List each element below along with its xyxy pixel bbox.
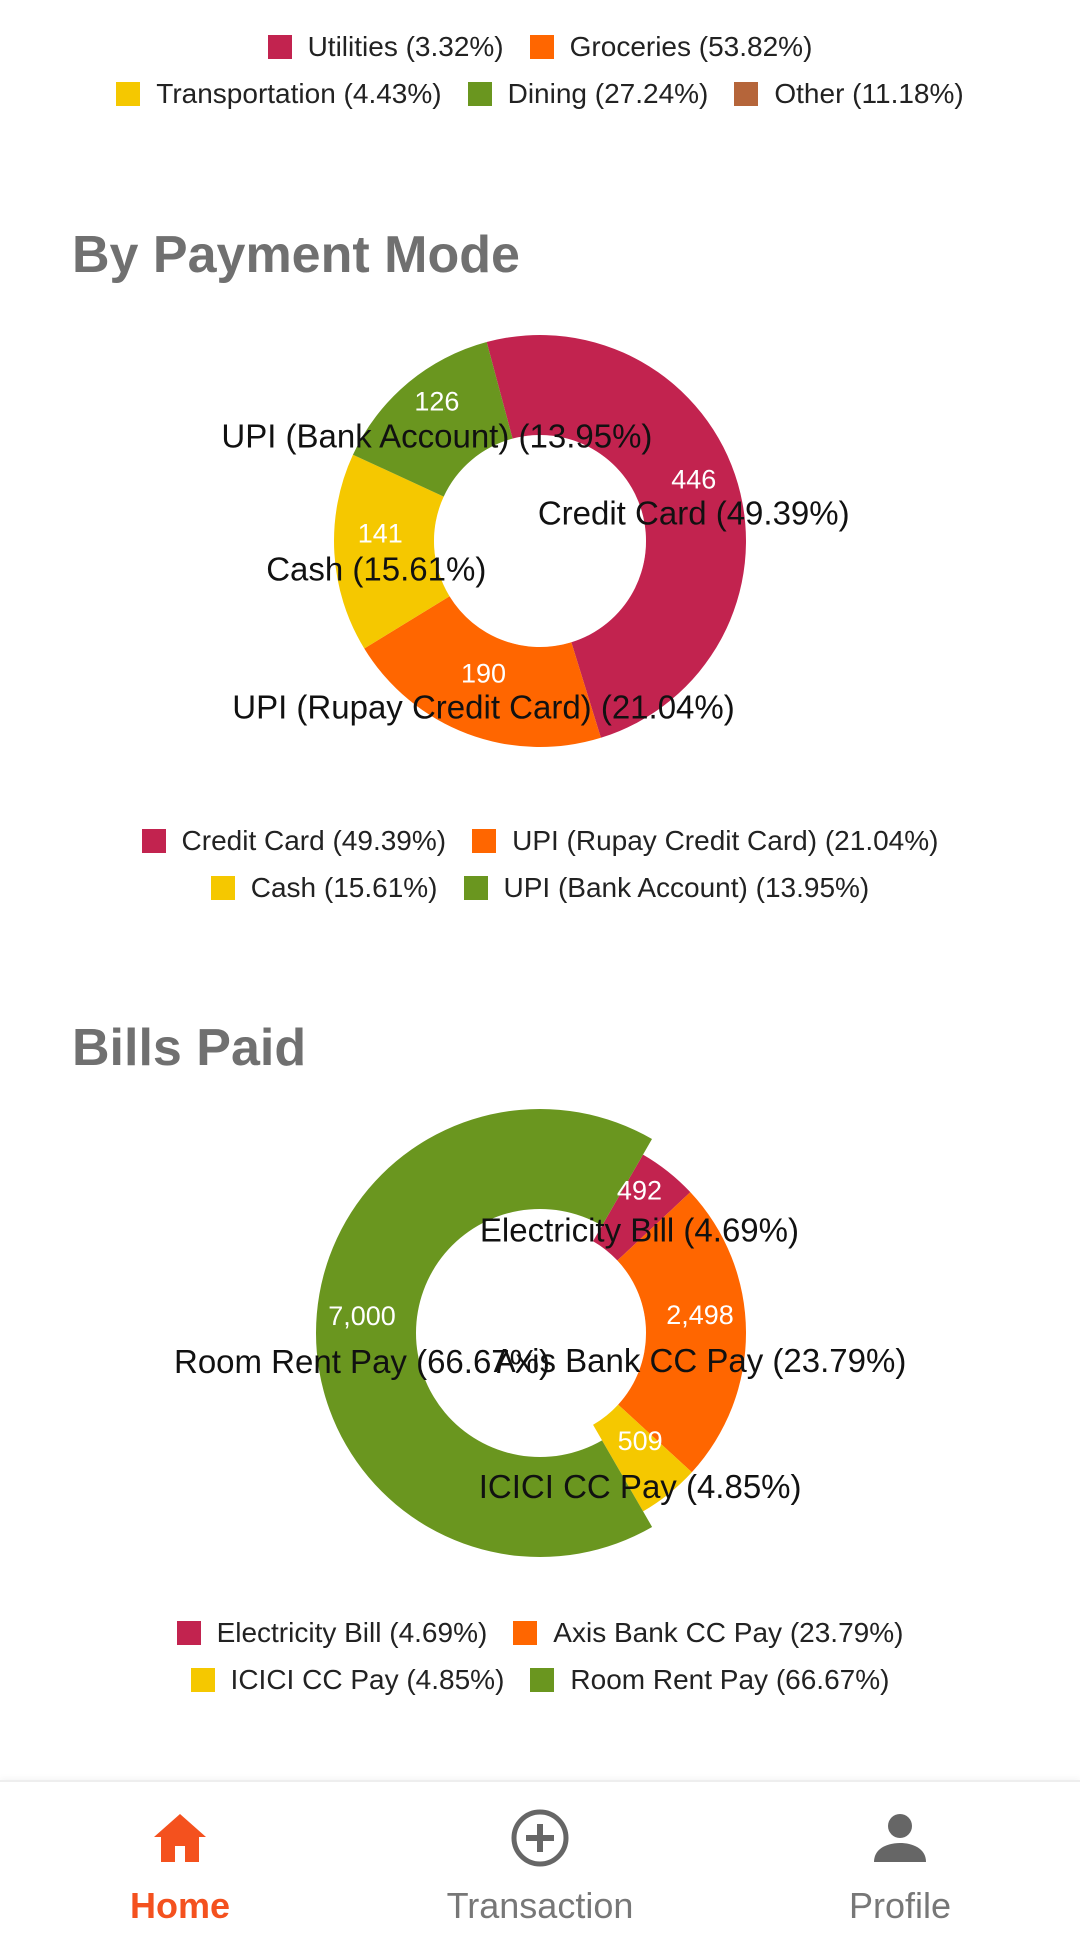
- legend-row: ICICI CC Pay (4.85%) Room Rent Pay (66.67…: [0, 1656, 1080, 1703]
- value-label: 126: [414, 387, 459, 417]
- legend-swatch: [141, 828, 166, 853]
- legend-label: Utilities (3.32%): [307, 30, 504, 62]
- legend-item-dining[interactable]: Dining (27.24%): [467, 77, 709, 110]
- nav-home-label: Home: [129, 1885, 231, 1926]
- percent-label: Cash (15.61%): [266, 550, 486, 587]
- legend-swatch: [210, 875, 235, 900]
- bills-paid-donut-chart[interactable]: 492 Electricity Bill (4.69%) 2,498 Axis Ban…: [0, 1090, 1080, 1590]
- legend-swatch: [734, 81, 759, 106]
- percent-label: UPI (Rupay Credit Card) (21.04%): [232, 689, 735, 726]
- value-label: 509: [618, 1426, 663, 1456]
- bottom-navigation: Home Transaction Profile: [0, 1780, 1080, 1941]
- legend-swatch: [116, 81, 141, 106]
- legend-item-groceries[interactable]: Groceries (53.82%): [529, 30, 813, 63]
- donut-inner-ring: [434, 1227, 646, 1439]
- legend-swatch: [190, 1667, 215, 1692]
- donut-inner-ring: [434, 435, 646, 647]
- value-label: 141: [358, 518, 403, 548]
- person-icon: [874, 1814, 926, 1862]
- category-legend: Utilities (3.32%) Groceries (53.82%) Tra…: [0, 23, 1080, 117]
- legend-swatch: [530, 1667, 555, 1692]
- percent-label: UPI (Bank Account) (13.95%): [221, 418, 652, 455]
- value-label: 190: [461, 659, 506, 689]
- legend-label: Dining (27.24%): [507, 77, 709, 109]
- slice-axis-bank-cc-pay[interactable]: [617, 1192, 746, 1473]
- legend-label: Cash (15.61%): [250, 871, 438, 903]
- legend-item-credit-card[interactable]: Credit Card (49.39%): [141, 824, 447, 857]
- slice-cash[interactable]: [333, 454, 450, 649]
- legend-swatch: [467, 81, 492, 106]
- legend-label: UPI (Rupay Credit Card) (21.04%): [512, 824, 939, 856]
- legend-row: Transportation (4.43%) Dining (27.24%) O…: [0, 70, 1080, 117]
- legend-item-icici-cc-pay[interactable]: ICICI CC Pay (4.85%): [190, 1663, 505, 1696]
- nav-home[interactable]: Home: [0, 1782, 360, 1941]
- legend-item-utilities[interactable]: Utilities (3.32%): [267, 30, 504, 63]
- legend-item-electricity-bill[interactable]: Electricity Bill (4.69%): [176, 1616, 488, 1649]
- slice-electricity-bill[interactable]: [593, 1154, 691, 1261]
- legend-label: ICICI CC Pay (4.85%): [230, 1663, 505, 1695]
- legend-item-cash[interactable]: Cash (15.61%): [210, 871, 438, 904]
- section-title-payment-mode: By Payment Mode: [72, 226, 520, 284]
- legend-swatch: [529, 34, 554, 59]
- legend-item-upi-bank-account[interactable]: UPI (Bank Account) (13.95%): [463, 871, 870, 904]
- slice-room-rent-pay[interactable]: [316, 1108, 653, 1557]
- slice-credit-card[interactable]: [486, 335, 746, 738]
- legend-row: Electricity Bill (4.69%) Axis Bank CC Pay…: [0, 1609, 1080, 1656]
- legend-label: UPI (Bank Account) (13.95%): [503, 871, 870, 903]
- legend-swatch: [463, 875, 488, 900]
- slice-icici-cc-pay[interactable]: [593, 1404, 692, 1512]
- legend-swatch: [176, 1620, 201, 1645]
- nav-transaction-label: Transaction: [446, 1885, 634, 1926]
- legend-swatch: [472, 828, 497, 853]
- percent-label: Electricity Bill (4.69%): [480, 1212, 799, 1249]
- legend-label: Axis Bank CC Pay (23.79%): [553, 1616, 904, 1648]
- legend-swatch: [267, 34, 292, 59]
- legend-item-upi-rupay-credit-card[interactable]: UPI (Rupay Credit Card) (21.04%): [472, 825, 938, 857]
- value-label: 7,000: [328, 1301, 396, 1331]
- value-label: 2,498: [666, 1300, 734, 1330]
- nav-profile-label: Profile: [848, 1885, 952, 1926]
- percent-label: Room Rent Pay (66.67%): [174, 1343, 550, 1380]
- legend-row: Utilities (3.32%) Groceries (53.82%): [0, 23, 1080, 70]
- add-circle-icon: [511, 1809, 569, 1867]
- legend-item-axis-bank-cc-pay[interactable]: Axis Bank CC Pay (23.79%): [513, 1617, 903, 1649]
- nav-transaction[interactable]: Transaction: [360, 1782, 720, 1941]
- legend-label: Credit Card (49.39%): [181, 824, 447, 856]
- legend-row: Credit Card (49.39%) UPI (Rupay Credit Ca…: [0, 817, 1080, 864]
- slice-upi-bank-account[interactable]: [352, 342, 513, 497]
- percent-label: Axis Bank CC Pay (23.79%): [494, 1342, 907, 1379]
- value-label: 446: [671, 465, 716, 495]
- percent-label: ICICI CC Pay (4.85%): [479, 1468, 802, 1505]
- legend-item-transportation[interactable]: Transportation (4.43%): [116, 77, 442, 110]
- value-label: 492: [617, 1176, 662, 1206]
- legend-item-other[interactable]: Other (11.18%): [734, 77, 964, 110]
- payment-mode-legend: Credit Card (49.39%) UPI (Rupay Credit Ca…: [0, 817, 1080, 911]
- legend-label: Room Rent Pay (66.67%): [570, 1663, 890, 1695]
- legend-label: Electricity Bill (4.69%): [216, 1616, 488, 1648]
- legend-label: Transportation (4.43%): [156, 77, 442, 109]
- legend-swatch: [513, 1620, 538, 1645]
- bills-paid-legend: Electricity Bill (4.69%) Axis Bank CC Pay…: [0, 1609, 1080, 1703]
- slice-upi-rupay-credit-card[interactable]: [364, 596, 601, 747]
- legend-row: Cash (15.61%) UPI (Bank Account) (13.95%): [0, 864, 1080, 911]
- section-title-bills-paid: Bills Paid: [72, 1019, 307, 1077]
- nav-profile[interactable]: Profile: [720, 1782, 1080, 1941]
- legend-label: Groceries (53.82%): [569, 30, 813, 62]
- home-icon: [154, 1814, 206, 1862]
- legend-item-room-rent-pay[interactable]: Room Rent Pay (66.67%): [530, 1664, 889, 1696]
- percent-label: Credit Card (49.39%): [538, 495, 850, 532]
- legend-label: Other (11.18%): [774, 77, 964, 109]
